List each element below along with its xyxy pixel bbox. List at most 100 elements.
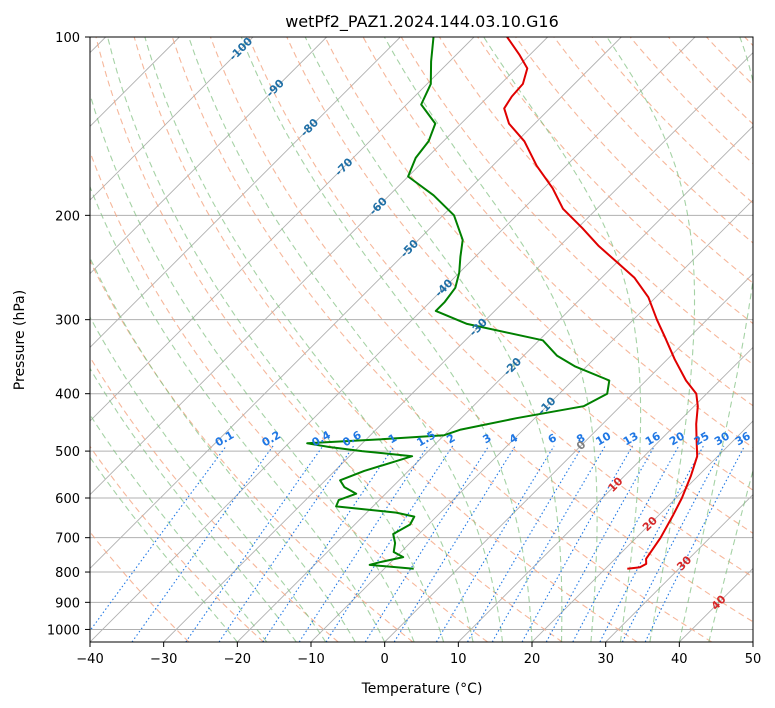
mixing-ratio-line (545, 445, 656, 642)
x-tick-label: 0 (381, 652, 389, 667)
dry-adiabat-line (744, 37, 753, 47)
mixing-ratio-line (90, 445, 227, 632)
moist-adiabat-line (90, 315, 327, 642)
dry-adiabat-line (90, 445, 264, 642)
moist-adiabat-line (90, 92, 415, 642)
isotherm-line (90, 37, 254, 201)
dry-adiabat-line (90, 150, 488, 642)
y-tick-label: 800 (55, 566, 80, 581)
isotherm-line (752, 641, 753, 642)
moist-adiabat-line (708, 468, 753, 642)
dry-adiabat-line (324, 37, 753, 491)
moist-adiabat-line (144, 37, 474, 642)
y-tick-label: 500 (55, 445, 80, 460)
mixing-ratio-label: 0.2 (260, 428, 283, 449)
dry-adiabat-line (667, 37, 753, 125)
y-axis-label: Pressure (hPa) (12, 290, 28, 390)
x-tick-label: −40 (76, 652, 103, 667)
mixing-ratio-label: 2 (444, 431, 457, 446)
mixing-ratio-label: 0.1 (213, 428, 236, 449)
dry-adiabat-line (515, 37, 753, 284)
dry-adiabat-line (477, 37, 753, 325)
mixing-ratio-line (262, 445, 395, 642)
moist-adiabat-line (606, 37, 696, 642)
y-tick-label: 400 (55, 388, 80, 403)
y-tick-label: 900 (55, 596, 80, 611)
x-tick-label: 50 (745, 652, 762, 667)
mixing-ratio-line (644, 445, 746, 642)
x-tick-label: −20 (224, 652, 251, 667)
dry-adiabat-line (90, 531, 190, 642)
isotherm-line (163, 52, 753, 642)
moist-adiabat-line (678, 37, 753, 642)
y-tick-label: 300 (55, 314, 80, 329)
moist-adiabat-line (90, 413, 268, 642)
dry-adiabat-line (171, 37, 712, 642)
moist-adiabat-line (188, 37, 504, 642)
chart-title: wetPf2_PAZ1.2024.144.03.10.G16 (285, 12, 559, 32)
dry-adiabat-line (248, 37, 753, 578)
dry-adiabat-line (362, 37, 753, 449)
y-tick-label: 200 (55, 209, 80, 224)
mixing-ratio-line (185, 445, 324, 642)
moist-adiabat-line (304, 37, 563, 642)
isotherm-line (90, 37, 475, 422)
dry-adiabat-line (400, 37, 753, 407)
inline-labels: 0.1 0.2 0.4 0.6 1 1.5 2 3 4 6 8 10 13 16 20 25 30 36-100-… (213, 35, 753, 613)
x-tick-label: 20 (524, 652, 541, 667)
mixing-ratio-line (364, 445, 490, 642)
background-grid (90, 37, 753, 642)
mixing-ratio-line (325, 445, 454, 642)
x-axis: −40 −30 −20 −10 0 10 20 30 40 50 (76, 642, 761, 667)
y-tick-label: 600 (55, 492, 80, 507)
moist-adiabat-line (90, 185, 386, 642)
mixing-ratio-label: 0.6 (340, 428, 364, 449)
y-tick-label: 700 (55, 532, 80, 547)
moist-adiabat-line (107, 37, 445, 642)
y-axis: 100 200 300 400 500 600 700 800 900 1000 (47, 31, 90, 638)
mixing-ratio-line (572, 445, 680, 642)
mixing-ratio-label: 6 (546, 431, 559, 446)
moist-adiabat-line (90, 456, 238, 642)
isotherm-line (605, 494, 753, 642)
temperature-profile-line (503, 37, 699, 570)
profile-lines (306, 37, 699, 570)
dry-adiabat-line (209, 37, 753, 623)
mixing-ratio-line (621, 445, 725, 642)
isotherm-line (384, 273, 753, 642)
mixing-ratio-label: 13 (621, 429, 641, 448)
moist-adiabat-line (240, 37, 533, 642)
mixing-ratio-line (599, 445, 704, 642)
dry-adiabat-line (591, 37, 753, 204)
mixing-ratio-line (131, 445, 274, 642)
isotherm-line (90, 37, 327, 275)
dry-adiabat-line (133, 37, 638, 642)
mixing-ratio-line (298, 445, 429, 642)
y-tick-label: 1000 (47, 623, 80, 638)
mixing-ratio-label: 10 (594, 429, 614, 448)
moist-adiabat-line (483, 37, 642, 642)
dry-adiabat-line (553, 37, 753, 244)
isotherm-line (90, 37, 696, 642)
moist-adiabat-line (383, 37, 598, 642)
isotherm-line (531, 420, 753, 642)
dewpoint-profile-line (306, 37, 611, 570)
mixing-ratio-line (491, 445, 606, 642)
moist-adiabat-line (90, 256, 356, 642)
isotherm-line (458, 346, 753, 642)
mixing-ratio-label: 30 (712, 429, 732, 448)
mixing-ratio-label: 36 (733, 429, 753, 448)
mixing-ratio-line (218, 445, 355, 642)
isotherm-line (90, 37, 401, 348)
isotherm-line (90, 37, 622, 569)
mixing-ratio-label: 1.5 (414, 428, 437, 449)
x-tick-label: −10 (297, 652, 324, 667)
dry-adiabat-line (706, 37, 753, 86)
x-tick-label: 40 (671, 652, 688, 667)
x-tick-label: 30 (597, 652, 614, 667)
mixing-ratio-line (393, 445, 516, 642)
mixing-ratio-line (467, 445, 584, 642)
mixing-ratio-label: 3 (480, 431, 493, 446)
mixing-ratio-label: 16 (643, 429, 663, 448)
